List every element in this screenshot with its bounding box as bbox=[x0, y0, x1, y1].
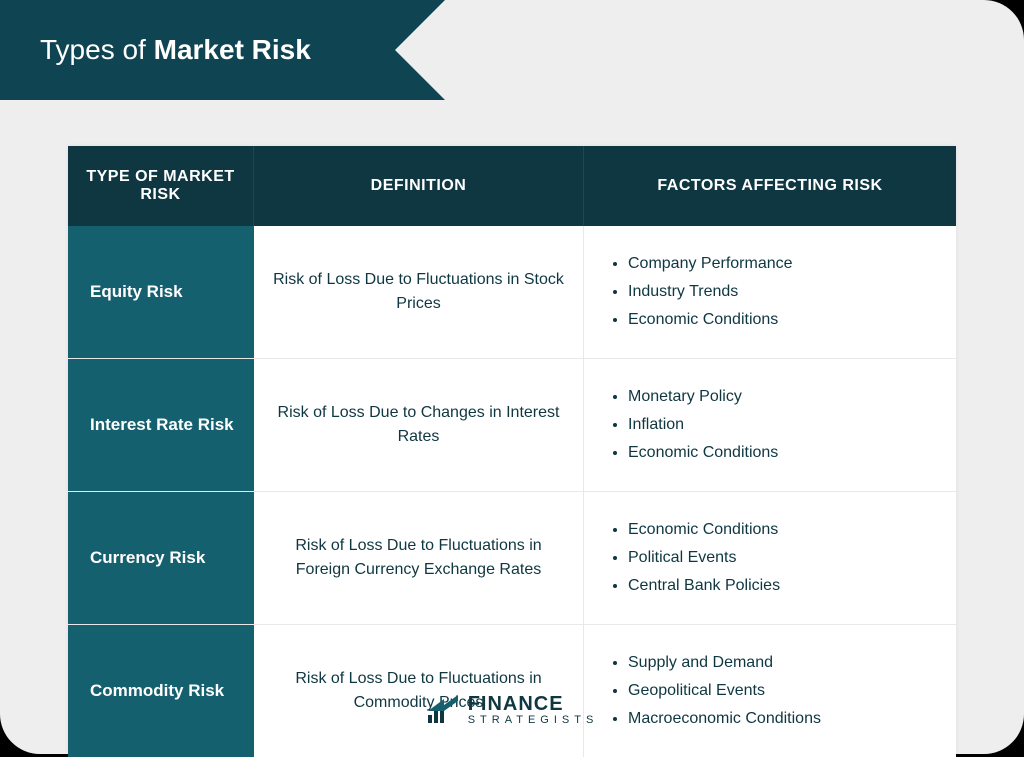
logo-line1: FINANCE bbox=[468, 694, 599, 714]
factor-item: Economic Conditions bbox=[628, 306, 793, 334]
table-body: Equity RiskRisk of Loss Due to Fluctuati… bbox=[68, 226, 956, 757]
row-type-label: Currency Risk bbox=[68, 492, 254, 624]
row-factors: Company PerformanceIndustry TrendsEconom… bbox=[584, 226, 956, 358]
table-row: Interest Rate RiskRisk of Loss Due to Ch… bbox=[68, 359, 956, 492]
title-banner: Types of Market Risk bbox=[0, 0, 395, 100]
row-type-label: Equity Risk bbox=[68, 226, 254, 358]
infographic-card: Types of Market Risk TYPE OF MARKET RISK… bbox=[0, 0, 1024, 754]
factor-item: Economic Conditions bbox=[628, 516, 780, 544]
factor-item: Economic Conditions bbox=[628, 439, 778, 467]
row-definition: Risk of Loss Due to Fluctuations in Stoc… bbox=[254, 226, 584, 358]
row-definition: Risk of Loss Due to Changes in Interest … bbox=[254, 359, 584, 491]
logo-text: FINANCE STRATEGISTS bbox=[468, 694, 599, 726]
logo-line2: STRATEGISTS bbox=[468, 715, 599, 726]
row-type-label: Interest Rate Risk bbox=[68, 359, 254, 491]
th-definition: DEFINITION bbox=[254, 146, 584, 226]
row-factors: Monetary PolicyInflationEconomic Conditi… bbox=[584, 359, 956, 491]
factor-item: Inflation bbox=[628, 411, 778, 439]
factor-item: Central Bank Policies bbox=[628, 572, 780, 600]
risk-table: TYPE OF MARKET RISK DEFINITION FACTORS A… bbox=[68, 146, 956, 757]
th-factors: FACTORS AFFECTING RISK bbox=[584, 146, 956, 226]
table-row: Currency RiskRisk of Loss Due to Fluctua… bbox=[68, 492, 956, 625]
row-factors: Supply and DemandGeopolitical EventsMacr… bbox=[584, 625, 956, 757]
title-prefix: Types of bbox=[40, 34, 154, 65]
logo-icon bbox=[426, 695, 460, 725]
row-type-label: Commodity Risk bbox=[68, 625, 254, 757]
row-definition: Risk of Loss Due to Fluctuations in Fore… bbox=[254, 492, 584, 624]
table-row: Commodity RiskRisk of Loss Due to Fluctu… bbox=[68, 625, 956, 757]
th-type: TYPE OF MARKET RISK bbox=[68, 146, 254, 226]
factor-item: Company Performance bbox=[628, 250, 793, 278]
factor-item: Monetary Policy bbox=[628, 383, 778, 411]
table-row: Equity RiskRisk of Loss Due to Fluctuati… bbox=[68, 226, 956, 359]
title-bold: Market Risk bbox=[154, 34, 311, 65]
row-definition: Risk of Loss Due to Fluctuations in Comm… bbox=[254, 625, 584, 757]
page-title: Types of Market Risk bbox=[40, 34, 311, 66]
factor-item: Political Events bbox=[628, 544, 780, 572]
row-factors: Economic ConditionsPolitical EventsCentr… bbox=[584, 492, 956, 624]
table-header-row: TYPE OF MARKET RISK DEFINITION FACTORS A… bbox=[68, 146, 956, 226]
brand-logo: FINANCE STRATEGISTS bbox=[0, 694, 1024, 726]
factor-item: Industry Trends bbox=[628, 278, 793, 306]
factor-item: Supply and Demand bbox=[628, 649, 821, 677]
